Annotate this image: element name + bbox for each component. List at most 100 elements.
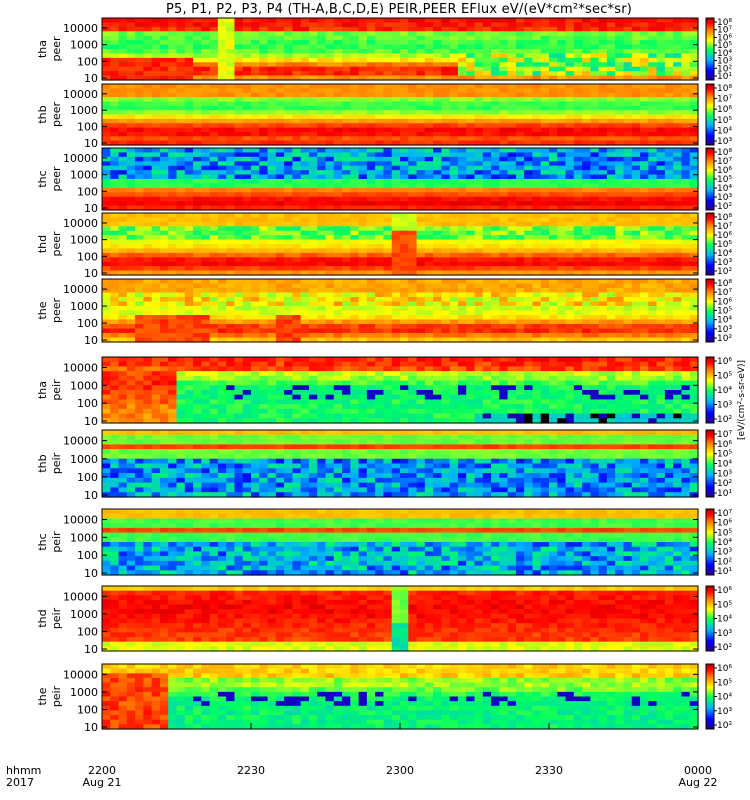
heatmap-cell [449, 123, 459, 129]
heatmap-cell [135, 239, 144, 245]
heatmap-cell [648, 35, 658, 41]
heatmap-cell [433, 44, 442, 50]
heatmap-cell [126, 84, 136, 89]
heatmap-cell [648, 31, 658, 37]
heatmap-cell [391, 324, 401, 330]
heatmap-cell [482, 226, 492, 232]
heatmap-cell [217, 333, 227, 339]
heatmap-cell [408, 165, 418, 171]
heatmap-cell [474, 196, 484, 202]
heatmap-cell [193, 123, 202, 129]
heatmap-cell [350, 301, 360, 307]
heatmap-cell [251, 127, 260, 133]
heatmap-cell [193, 288, 202, 294]
heatmap-cell [474, 283, 484, 289]
heatmap-cell [242, 88, 252, 94]
heatmap-cell [151, 213, 161, 219]
heatmap-cell [416, 217, 426, 223]
heatmap-cell [689, 192, 699, 198]
heatmap-cell [590, 84, 600, 89]
heatmap-cell [259, 156, 269, 162]
heatmap-cell [193, 297, 202, 303]
heatmap-cell [234, 22, 244, 28]
heatmap-cell [615, 127, 625, 133]
heatmap-cell [590, 18, 600, 24]
heatmap-cell [408, 187, 418, 193]
heatmap-cell [656, 230, 666, 236]
heatmap-cell [275, 319, 285, 325]
heatmap-cell [325, 230, 335, 236]
heatmap-cell [449, 53, 459, 59]
heatmap-cell [317, 192, 327, 198]
heatmap-cell [118, 18, 128, 24]
heatmap-cell [673, 201, 683, 207]
heatmap-cell [110, 192, 120, 198]
heatmap-cell [151, 288, 161, 294]
heatmap-cell [275, 123, 285, 129]
heatmap-cell [457, 288, 467, 294]
heatmap-cell [681, 152, 691, 158]
heatmap-cell [226, 230, 236, 236]
heatmap-cell [300, 270, 310, 276]
heatmap-cell [565, 337, 575, 343]
heatmap-cell [656, 248, 666, 254]
heatmap-cell [251, 101, 260, 107]
heatmap-cell [441, 283, 451, 289]
heatmap-cell [317, 205, 327, 211]
heatmap-cell [259, 217, 269, 223]
heatmap-cell [457, 213, 467, 219]
heatmap-cell [474, 105, 484, 111]
heatmap-cell [275, 31, 285, 37]
heatmap-cell [482, 301, 492, 307]
heatmap-cell [664, 40, 674, 46]
heatmap-cell [350, 205, 360, 211]
heatmap-cell [375, 40, 385, 46]
heatmap-cell [689, 97, 699, 103]
heatmap-cell [565, 22, 575, 28]
heatmap-cell [135, 66, 144, 72]
y-tick-label: 10000 [63, 88, 98, 101]
heatmap-cell [176, 84, 186, 89]
heatmap-cell [168, 248, 178, 254]
heatmap-cell [375, 179, 385, 185]
heatmap-cell [598, 226, 608, 232]
heatmap-cell [681, 26, 691, 32]
heatmap-cell [292, 270, 302, 276]
heatmap-cell [391, 75, 401, 81]
heatmap-cell [118, 110, 128, 116]
heatmap-cell [151, 148, 161, 154]
heatmap-cell [284, 127, 293, 133]
heatmap-cell [441, 66, 451, 72]
heatmap-cell [507, 88, 517, 94]
heatmap-cell [515, 201, 525, 207]
heatmap-cell [275, 297, 285, 303]
heatmap-cell [449, 187, 459, 193]
heatmap-cell [176, 118, 186, 124]
heatmap-cell [159, 333, 169, 339]
heatmap-cell [275, 35, 285, 41]
heatmap-cell [375, 88, 385, 94]
heatmap-cell [226, 279, 236, 285]
heatmap-cell [333, 49, 343, 55]
heatmap-cell [656, 71, 666, 77]
heatmap-cell [292, 49, 302, 55]
heatmap-cell [300, 18, 310, 24]
heatmap-cell [126, 196, 136, 202]
heatmap-cell [400, 101, 409, 107]
heatmap-cell [681, 31, 691, 37]
heatmap-cell [317, 183, 327, 189]
heatmap-cell [565, 66, 575, 72]
heatmap-cell [226, 205, 236, 211]
heatmap-cell [350, 26, 360, 32]
heatmap-cell [673, 123, 683, 129]
heatmap-cell [184, 213, 194, 219]
y-tick-label: 10 [84, 202, 98, 215]
heatmap-cell [118, 44, 128, 50]
heatmap-cell [300, 257, 310, 263]
heatmap-cell [217, 66, 227, 72]
heatmap-cell [184, 84, 194, 89]
heatmap-cell [499, 49, 509, 55]
heatmap-cell [234, 57, 244, 63]
heatmap-cell [623, 201, 633, 207]
heatmap-cell [151, 156, 161, 162]
